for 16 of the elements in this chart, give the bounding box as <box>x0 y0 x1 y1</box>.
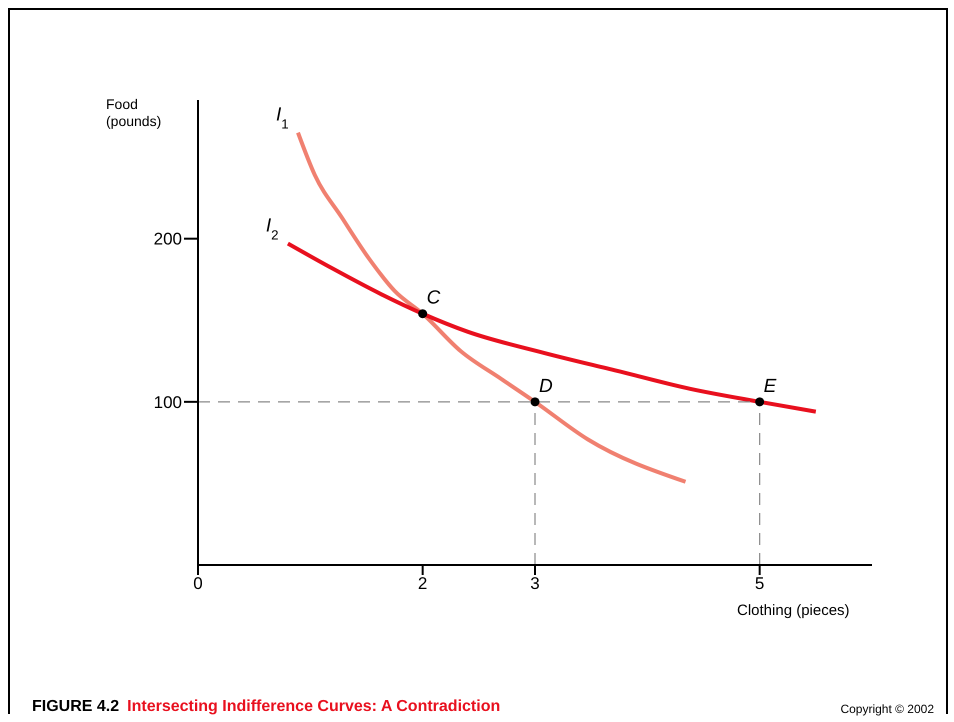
y-axis-title: Food (pounds) <box>106 96 162 130</box>
text: Copyright © 2002 <box>840 702 934 716</box>
x-axis-title: Clothing (pieces) <box>737 602 850 619</box>
series-label: I$_{2}$ <box>266 216 279 242</box>
annotation: E <box>764 376 777 397</box>
x-tick-label: 5 <box>754 574 764 594</box>
annotation: D <box>539 376 553 397</box>
x-tick-label: 2 <box>418 574 428 594</box>
x-tick-label: 0 <box>193 574 203 594</box>
series-label: I$_{1}$ <box>276 104 289 132</box>
annotation: C <box>426 288 441 309</box>
x-tick-label: 3 <box>530 574 540 594</box>
y-tick-label: 100 <box>154 392 182 412</box>
text: Intersecting Indifference Curves: A Contradiction <box>127 698 500 715</box>
text: FIGURE 4.2 <box>32 698 120 715</box>
y-tick-label: 200 <box>154 230 182 249</box>
